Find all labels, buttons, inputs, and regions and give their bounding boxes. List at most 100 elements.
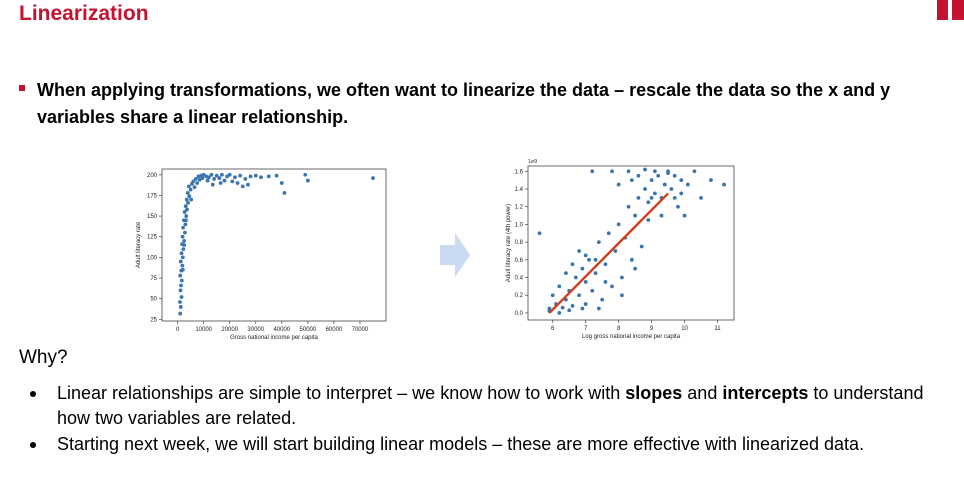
bullet-dot-icon (30, 442, 36, 448)
data-point (672, 173, 677, 178)
scatter-plot-raw: 0 10000 20000 30000 40000 50000 60000 70000 25 50… (136, 168, 387, 341)
data-point (206, 175, 211, 180)
data-point (564, 271, 568, 275)
data-point (266, 174, 271, 179)
data-point (629, 257, 634, 262)
data-point (679, 178, 684, 183)
x-tick-label: 10000 (195, 327, 212, 333)
data-point (679, 191, 684, 196)
data-point (682, 213, 687, 218)
data-point (636, 173, 641, 178)
data-point (633, 266, 638, 271)
data-point (672, 195, 677, 200)
data-point (583, 302, 588, 306)
data-point (550, 293, 555, 298)
data-point (220, 172, 224, 177)
x-tick-label: 8 (617, 326, 621, 332)
data-point (603, 262, 608, 267)
x-tick-label: 9 (650, 326, 654, 332)
data-point (580, 306, 585, 311)
data-point (185, 191, 190, 195)
data-point (626, 204, 631, 209)
emphasis-term: intercepts (722, 383, 809, 403)
data-point (652, 191, 657, 196)
data-point (669, 187, 674, 191)
data-point (606, 231, 611, 236)
data-point (613, 249, 618, 253)
emphasis-term: slopes (625, 383, 683, 403)
y-tick-label: 1.4 (515, 187, 524, 193)
data-point (577, 249, 581, 253)
data-point (195, 181, 200, 185)
data-point (305, 178, 310, 183)
data-point (709, 178, 713, 183)
reason-2-text: Starting next week, we will start buildi… (57, 432, 947, 457)
y-tick-label: 175 (147, 193, 158, 199)
data-point (253, 173, 258, 178)
data-point (557, 284, 562, 289)
data-point (610, 284, 614, 289)
data-point (186, 184, 191, 189)
data-point (179, 251, 184, 256)
data-point (596, 306, 601, 311)
scatter-plot-log: 6 7 8 9 10 11 0.0 0.2 0.4 0.6 0.8 1.0 1.2 1.4 1.6 Log g… (506, 159, 735, 340)
data-point (180, 267, 185, 272)
data-point (188, 187, 193, 192)
y-tick-label: 100 (147, 255, 158, 261)
data-point (596, 240, 601, 245)
data-point (649, 178, 654, 183)
y-axis-label: Adult literacy rate (4th power) (506, 204, 512, 282)
data-point (616, 222, 621, 227)
x-axis-label: Gross national income per capita (230, 335, 318, 341)
y-tick-label: 0.8 (515, 240, 524, 246)
y-tick-label: 0.0 (515, 311, 524, 317)
data-point (184, 197, 189, 202)
data-point (570, 262, 575, 267)
data-point (184, 218, 188, 223)
y-axis-label: Adult literacy rate (136, 221, 142, 268)
data-point (238, 173, 243, 178)
y-tick-label: 200 (147, 173, 158, 179)
data-point (279, 181, 284, 185)
data-point (274, 173, 279, 178)
data-point (180, 263, 185, 268)
data-point (210, 182, 215, 187)
data-point (187, 194, 192, 199)
data-point (209, 172, 214, 177)
y-tick-label: 50 (150, 297, 157, 303)
data-point (649, 195, 654, 200)
data-point (222, 178, 227, 183)
data-point (567, 308, 572, 313)
data-point (181, 247, 186, 252)
data-point (560, 305, 565, 310)
data-point (580, 266, 585, 271)
data-point (191, 179, 196, 184)
y-multiplier-label: 1e9 (528, 159, 537, 165)
data-point (184, 214, 189, 218)
data-point (185, 207, 189, 212)
data-point (240, 184, 245, 189)
y-tick-label: 150 (147, 214, 158, 220)
data-point (182, 238, 187, 243)
x-tick-label: 20000 (221, 327, 238, 333)
data-point (178, 273, 183, 278)
data-point (636, 195, 641, 200)
data-point (537, 231, 542, 236)
data-point (178, 305, 183, 309)
data-point (610, 169, 614, 174)
data-point (570, 303, 575, 308)
data-point (593, 257, 598, 262)
x-tick-label: 10 (681, 326, 688, 332)
data-point (646, 200, 651, 205)
data-point (590, 288, 595, 293)
y-tick-label: 1.2 (515, 205, 524, 211)
data-point (179, 295, 184, 299)
data-point (178, 259, 183, 264)
data-point (230, 179, 235, 184)
data-point (603, 280, 608, 284)
data-point (616, 182, 621, 187)
data-point (248, 174, 253, 179)
bullet-dot-icon (30, 391, 36, 397)
data-point (662, 182, 667, 187)
data-point (246, 182, 250, 187)
